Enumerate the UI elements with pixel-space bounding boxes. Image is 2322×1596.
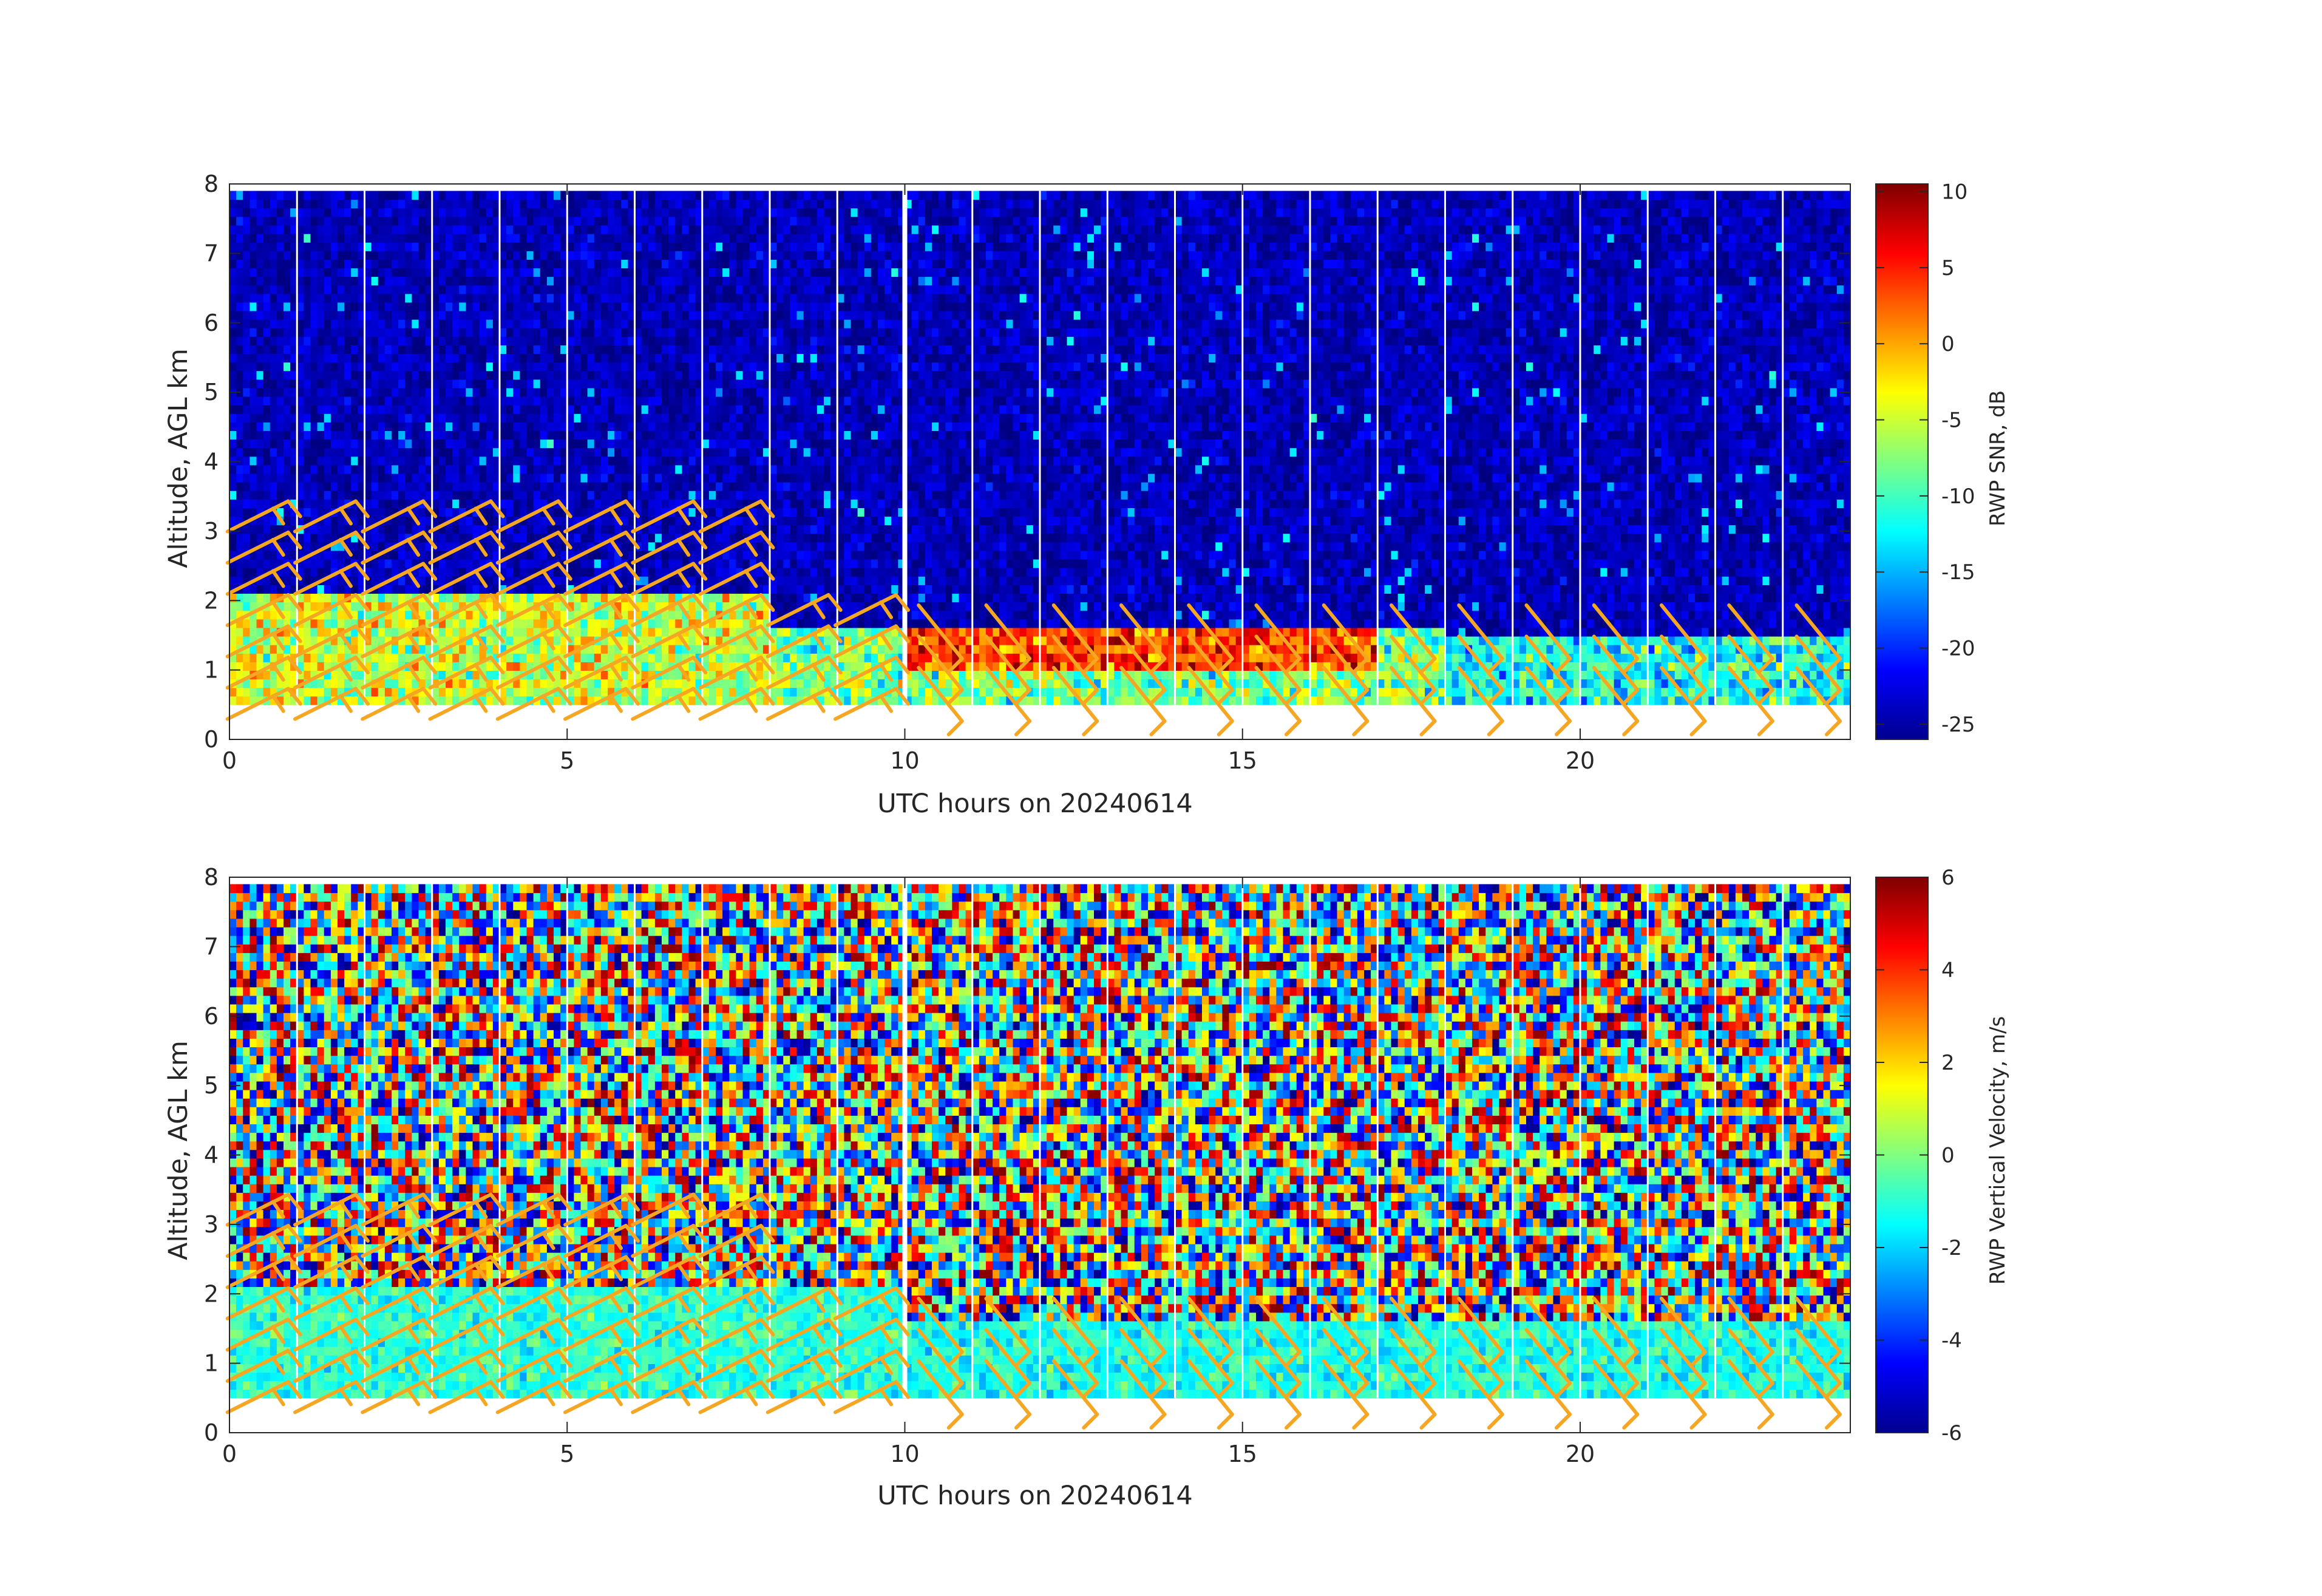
x-tick-label: 20 [1566,747,1595,774]
x-tick-label: 5 [560,1441,574,1467]
colorbar-tick-label: -5 [1941,409,1962,433]
colorbar-tick-label: 4 [1941,959,1955,983]
colorbar-tick-label: 5 [1941,256,1955,280]
colorbar-tick-label: -15 [1941,560,1975,585]
y-tick-label: 3 [204,1211,219,1238]
colorbar-tick-label: -10 [1941,484,1975,509]
velocity-colorbar-label: RWP Vertical Velocity, m/s [1986,1016,2010,1285]
y-tick-label: 7 [204,933,219,960]
x-tick-label: 0 [222,1441,237,1467]
y-tick-label: 4 [204,1142,219,1169]
colorbar-tick-label: -2 [1941,1236,1962,1260]
snr-colorbar-label: RWP SNR, dB [1986,390,2010,526]
y-tick-label: 4 [204,449,219,475]
velocity-x-axis-label: UTC hours on 20240614 [877,1481,1193,1511]
y-tick-label: 5 [204,1072,219,1099]
y-tick-label: 6 [204,1003,219,1030]
colorbar-tick-label: 10 [1941,180,1967,205]
colorbar-tick-label: 2 [1941,1051,1955,1075]
x-tick-label: 5 [560,747,574,774]
snr-x-axis-label: UTC hours on 20240614 [877,789,1193,819]
snr-y-axis-label: Altitude, AGL km [163,348,194,568]
colorbar-tick-label: 0 [1941,1144,1955,1168]
velocity-y-axis-label: Altitude, AGL km [163,1041,194,1260]
velocity-colorbar: 6 4 2 0 -2 -4 -6 [1876,866,1962,1445]
y-tick-label: 1 [204,657,219,684]
y-tick-label: 2 [204,1280,219,1307]
x-tick-label: 10 [890,1441,919,1467]
y-tick-label: 8 [204,864,219,891]
y-tick-label: 5 [204,379,219,406]
colorbar-tick-label: -25 [1941,713,1975,737]
y-tick-label: 2 [204,587,219,614]
x-tick-label: 20 [1566,1441,1595,1467]
x-tick-label: 15 [1228,1441,1257,1467]
snr-heatmap [229,191,1851,705]
x-tick-label: 0 [222,747,237,774]
x-tick-label: 10 [890,747,919,774]
y-tick-label: 3 [204,518,219,545]
y-tick-label: 6 [204,310,219,336]
colorbar-tick-label: -20 [1941,637,1975,661]
colorbar-tick-label: 0 [1941,332,1955,356]
x-tick-label: 15 [1228,747,1257,774]
y-tick-label: 0 [204,726,219,753]
colorbar-tick-label: 6 [1941,866,1955,890]
velocity-heatmap [229,884,1851,1398]
snr-colorbar: 10 5 0 -5 -10 -15 -20 -25 [1876,180,1975,739]
colorbar-tick-label: -6 [1941,1421,1962,1445]
y-tick-label: 7 [204,240,219,267]
y-tick-label: 8 [204,171,219,197]
colorbar-tick-label: -4 [1941,1329,1962,1353]
y-tick-label: 1 [204,1350,219,1377]
y-tick-label: 0 [204,1419,219,1446]
